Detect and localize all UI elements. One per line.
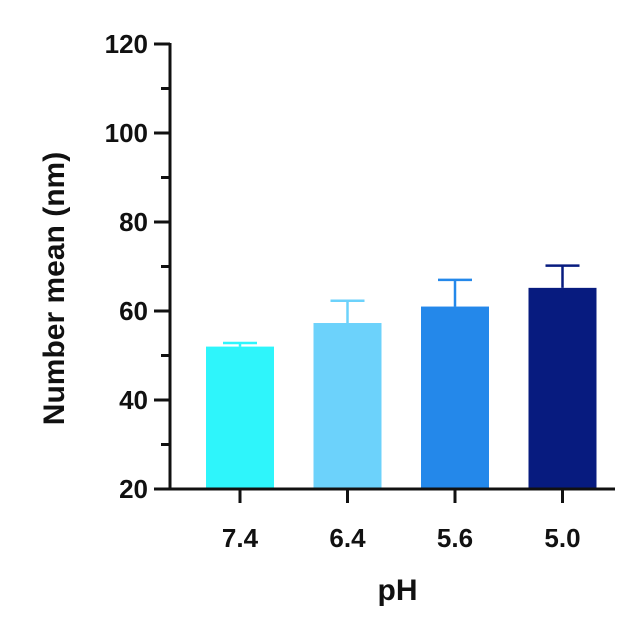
x-tick-label: 6.4 bbox=[329, 523, 366, 553]
y-tick-label: 100 bbox=[105, 118, 148, 148]
bars-layer bbox=[206, 287, 597, 489]
error-bars-layer bbox=[223, 264, 580, 347]
y-tick-label: 80 bbox=[119, 207, 148, 237]
bar-5.6 bbox=[421, 306, 489, 489]
bar-5.0 bbox=[528, 287, 597, 489]
bar-6.4 bbox=[313, 323, 382, 489]
y-axis-title: Number mean (nm) bbox=[38, 152, 71, 425]
x-ticks-layer: 7.4 6.4 5.6 5.0 bbox=[222, 489, 581, 553]
x-axis-title: pH bbox=[378, 574, 418, 607]
y-ticks-layer: 20 40 60 80 100 120 bbox=[105, 29, 170, 504]
y-tick-label: 120 bbox=[105, 29, 148, 59]
x-tick-label: 5.0 bbox=[544, 523, 580, 553]
bar-7.4 bbox=[206, 346, 274, 489]
y-tick-label: 20 bbox=[119, 474, 148, 504]
x-tick-label: 5.6 bbox=[437, 523, 473, 553]
y-tick-label: 60 bbox=[119, 296, 148, 326]
x-tick-label: 7.4 bbox=[222, 523, 259, 553]
y-tick-label: 40 bbox=[119, 385, 148, 415]
